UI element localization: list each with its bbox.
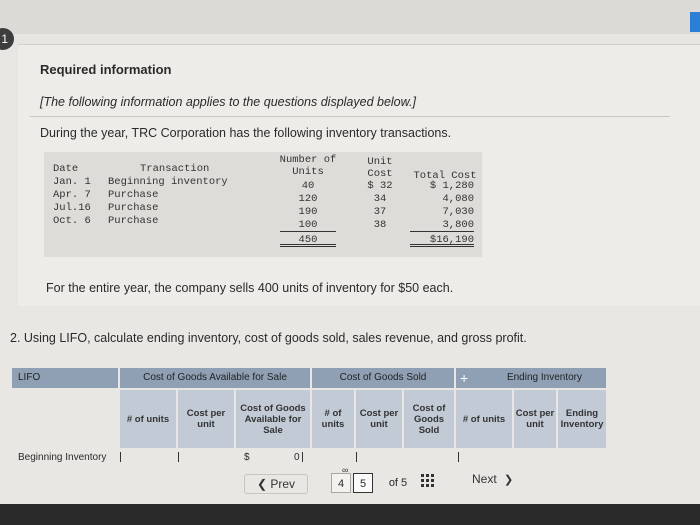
divider — [30, 116, 670, 117]
col-header-unit-cost-line2: Cost — [367, 168, 393, 180]
inventory-table-background — [44, 152, 482, 257]
plus-icon[interactable]: + — [460, 370, 469, 386]
total-cost-cell: $ 1,280 — [429, 180, 474, 192]
subheader-cogs-cost-per-unit: Cost per unit — [356, 390, 402, 448]
col-header-unit-cost: Unit Cost — [360, 156, 400, 180]
beginning-inventory-label: Beginning Inventory — [18, 452, 107, 463]
subheader-units: # of units — [120, 390, 176, 448]
row-transaction: Purchase — [108, 202, 159, 214]
col-header-date: Date — [53, 163, 79, 175]
side-tab[interactable] — [690, 12, 700, 32]
ending-header: + Ending Inventory — [456, 368, 606, 388]
units-column: 40 120 190 100 450 — [280, 180, 336, 247]
ending-input-marker[interactable] — [458, 452, 459, 462]
chevron-right-icon: ❯ — [504, 474, 514, 486]
total-cost-cell: 7,030 — [442, 206, 474, 218]
bottom-band — [0, 504, 700, 525]
cogas-input-marker[interactable] — [302, 452, 303, 462]
units-cell: 40 — [301, 180, 315, 192]
col-header-unit-cost-line1: Unit — [367, 156, 393, 168]
row-date: Oct. 6 — [53, 215, 91, 227]
link-icon: ∞ — [342, 465, 349, 475]
units-total: 450 — [280, 234, 336, 247]
table-row: Jan. 1 Beginning inventory — [53, 176, 228, 189]
lifo-header: LIFO — [12, 368, 118, 388]
col-header-units: Number of Units — [276, 154, 340, 178]
subheader-ending-cost-per-unit: Cost per unit — [514, 390, 556, 448]
sold-header: Cost of Goods Sold — [312, 368, 454, 388]
subheader-cogs-units: # of units — [312, 390, 354, 448]
grid-view-icon[interactable] — [421, 474, 435, 488]
table-row: Apr. 7 Purchase — [53, 189, 228, 202]
subheader-ending-units: # of units — [456, 390, 512, 448]
row-transaction: Beginning inventory — [108, 176, 228, 188]
step-number-badge: 1 — [0, 28, 14, 50]
subheader-cogs: Cost of Goods Sold — [404, 390, 454, 448]
question-text: 2. Using LIFO, calculate ending inventor… — [10, 331, 527, 345]
problem-intro: During the year, TRC Corporation has the… — [40, 126, 452, 140]
units-cell: 120 — [298, 193, 318, 205]
total-cost-total: $16,190 — [410, 234, 474, 247]
unit-cost-column: $ 32 34 37 38 — [360, 180, 400, 232]
subheader-cost-per-unit: Cost per unit — [178, 390, 234, 448]
next-button[interactable]: Next ❯ — [472, 472, 513, 486]
page-5-button[interactable]: 5 — [353, 473, 373, 493]
page-4-button[interactable]: 4 — [331, 473, 351, 493]
row-transaction: Purchase — [108, 215, 159, 227]
cogas-currency: $ — [244, 452, 250, 463]
cogs-input-marker[interactable] — [356, 452, 357, 462]
transaction-rows: Jan. 1 Beginning inventory Apr. 7 Purchase… — [53, 176, 228, 228]
row-date: Jul.16 — [53, 202, 91, 214]
total-cost-cell: 4,080 — [442, 193, 474, 205]
next-label: Next — [472, 472, 497, 486]
subheader-cogas: Cost of Goods Available for Sale — [236, 390, 310, 448]
col-header-units-line1: Number of — [279, 154, 337, 166]
subheader-ending-inventory: Ending Inventory — [558, 390, 606, 448]
available-header: Cost of Goods Available for Sale — [120, 368, 310, 388]
ending-header-label: Ending Inventory — [506, 372, 582, 383]
unit-cost-cell: 38 — [373, 219, 387, 231]
row-date: Jan. 1 — [53, 176, 91, 188]
page-count: of 5 — [388, 477, 408, 489]
col-header-units-line2: Units — [292, 166, 324, 178]
prev-button[interactable]: ❮ Prev — [244, 474, 308, 494]
required-info-note: [The following information applies to th… — [40, 95, 416, 109]
table-row: Oct. 6 Purchase — [53, 215, 228, 228]
prev-label: Prev — [270, 477, 296, 491]
unit-cost-cell: $ 32 — [367, 180, 393, 192]
required-info-title: Required information — [40, 62, 172, 77]
table-row: Jul.16 Purchase — [53, 202, 228, 215]
total-cost-cell: 3,800 — [410, 219, 474, 232]
unit-cost-cell: 37 — [373, 206, 387, 218]
total-cost-column: $ 1,280 4,080 7,030 3,800 $16,190 — [410, 180, 474, 247]
col-header-total-cost: Total Cost — [413, 170, 477, 182]
row-transaction: Purchase — [108, 189, 159, 201]
units-cell: 100 — [280, 219, 336, 232]
cogas-value[interactable]: 0 — [294, 452, 300, 463]
chevron-left-icon: ❮ — [256, 477, 268, 491]
top-strip — [0, 0, 700, 34]
unit-cost-cell: 34 — [373, 193, 387, 205]
units-input-marker[interactable] — [120, 452, 121, 462]
sales-note: For the entire year, the company sells 4… — [46, 281, 454, 295]
col-header-transaction: Transaction — [140, 163, 210, 175]
units-cell: 190 — [298, 206, 318, 218]
cost-per-unit-input-marker[interactable] — [178, 452, 179, 462]
row-date: Apr. 7 — [53, 189, 91, 201]
